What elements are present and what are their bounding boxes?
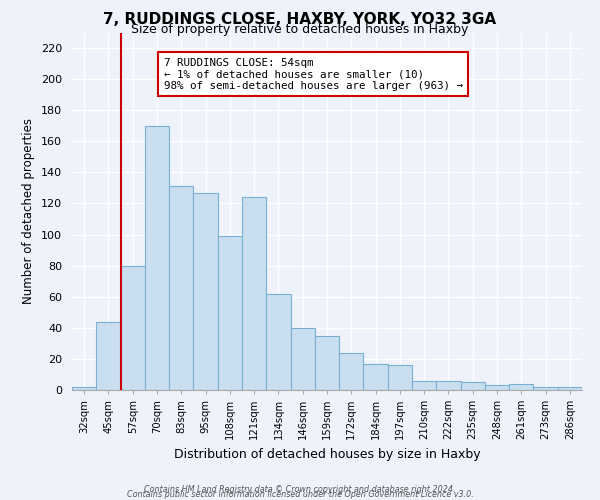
Bar (121, 266, 145, 390)
Text: 7 RUDDINGS CLOSE: 54sqm
← 1% of detached houses are smaller (10)
98% of semi-det: 7 RUDDINGS CLOSE: 54sqm ← 1% of detached… (164, 58, 463, 90)
Bar (218, 236, 242, 390)
Bar (412, 380, 436, 390)
X-axis label: Distribution of detached houses by size in Haxby: Distribution of detached houses by size … (173, 448, 481, 460)
Bar (533, 387, 558, 390)
Bar (315, 336, 339, 390)
Bar (72, 387, 96, 390)
Bar (242, 198, 266, 390)
Text: Contains HM Land Registry data © Crown copyright and database right 2024.: Contains HM Land Registry data © Crown c… (144, 484, 456, 494)
Text: Contains public sector information licensed under the Open Government Licence v3: Contains public sector information licen… (127, 490, 473, 499)
Bar (145, 126, 169, 390)
Bar (509, 384, 533, 390)
Bar (436, 380, 461, 390)
Y-axis label: Number of detached properties: Number of detached properties (22, 118, 35, 304)
Bar (266, 294, 290, 390)
Text: Size of property relative to detached houses in Haxby: Size of property relative to detached ho… (131, 22, 469, 36)
Bar (193, 192, 218, 390)
Bar (485, 386, 509, 390)
Text: 7, RUDDINGS CLOSE, HAXBY, YORK, YO32 3GA: 7, RUDDINGS CLOSE, HAXBY, YORK, YO32 3GA (103, 12, 497, 28)
Bar (290, 328, 315, 390)
Bar (169, 186, 193, 390)
Bar (388, 365, 412, 390)
Bar (558, 387, 582, 390)
Bar (339, 352, 364, 390)
Bar (364, 364, 388, 390)
Bar (461, 382, 485, 390)
Bar (96, 322, 121, 390)
